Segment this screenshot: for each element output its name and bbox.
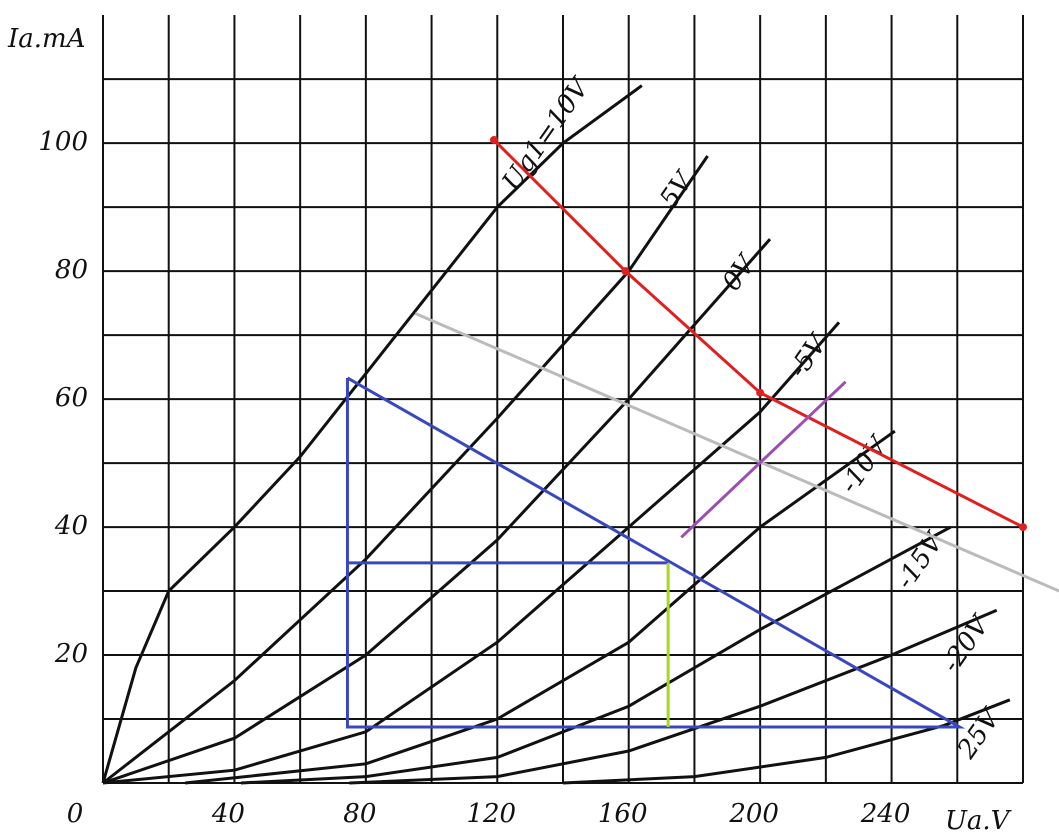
x-tick-label: 160	[598, 799, 648, 829]
series-label: -15V	[890, 526, 951, 595]
y-tick-label: 20	[54, 639, 88, 669]
series-label: -10V	[834, 430, 895, 499]
y-tick-label: 80	[55, 255, 88, 285]
y-tick-label: 40	[54, 511, 88, 541]
curve	[349, 608, 998, 785]
curve	[184, 429, 896, 785]
series-label: -20V	[936, 609, 997, 678]
x-tick-label: 120	[466, 799, 516, 829]
y-axis-label: Ia.mA	[7, 24, 85, 54]
load-point	[756, 388, 765, 397]
x-tick-label: 0	[67, 799, 84, 829]
y-tick-label: 60	[55, 383, 88, 413]
load-point	[1019, 523, 1027, 532]
x-axis-label: Ua.V	[945, 806, 1012, 836]
curve	[492, 138, 1024, 529]
series-label: Ug1=10V	[497, 72, 597, 196]
curve	[680, 380, 847, 539]
series-label: 25V	[951, 703, 1007, 765]
curve	[414, 311, 1059, 593]
curve	[101, 84, 643, 784]
x-tick-label: 240	[860, 799, 911, 829]
curve	[562, 698, 1011, 785]
curve	[102, 155, 709, 785]
x-tick-label: 80	[343, 799, 376, 829]
curve	[102, 238, 772, 785]
x-tick-label: 40	[211, 799, 245, 829]
x-tick-label: 200	[728, 799, 779, 829]
load-point	[621, 267, 630, 276]
curve	[345, 376, 966, 729]
curve	[240, 525, 952, 785]
curve	[102, 321, 841, 785]
y-tick-label: 100	[38, 127, 88, 157]
load-point	[490, 135, 498, 144]
